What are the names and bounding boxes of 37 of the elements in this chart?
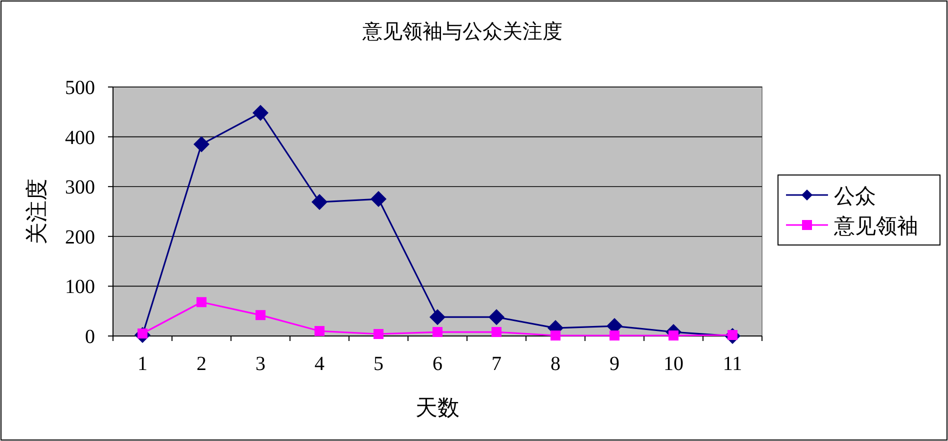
- y-tick-label: 0: [85, 326, 95, 348]
- point: [492, 327, 502, 338]
- point: [432, 327, 442, 338]
- x-tick-label: 3: [256, 353, 266, 375]
- chart-title: 意见领袖与公众关注度: [362, 21, 562, 43]
- legend-label: 公众: [834, 184, 876, 208]
- x-tick-label: 6: [432, 353, 442, 375]
- y-tick-label: 500: [65, 77, 95, 99]
- y-tick-label: 200: [65, 226, 95, 248]
- x-tick-label: 9: [610, 353, 620, 375]
- legend-label: 意见领袖: [833, 214, 918, 238]
- x-axis-title: 天数: [416, 395, 460, 420]
- x-tick-label: 1: [138, 353, 148, 375]
- point: [370, 191, 386, 208]
- point: [252, 104, 268, 121]
- x-tick-label: 4: [314, 353, 324, 375]
- point: [430, 309, 446, 326]
- x-tick-label: 10: [664, 353, 684, 375]
- x-tick-label: 2: [196, 353, 206, 375]
- x-tick-label: 7: [492, 353, 502, 375]
- point: [194, 136, 210, 152]
- y-tick-label: 400: [65, 126, 95, 149]
- x-tick-label: 5: [374, 353, 384, 375]
- point: [196, 297, 206, 308]
- point: [488, 309, 504, 326]
- y-axis-title: 关注度: [24, 178, 49, 244]
- point: [550, 330, 560, 340]
- point: [610, 330, 620, 340]
- point: [314, 326, 324, 336]
- point: [312, 194, 328, 210]
- x-tick-label: 11: [722, 353, 742, 375]
- point: [256, 310, 266, 320]
- y-tick-label: 300: [65, 176, 95, 199]
- point: [374, 329, 384, 340]
- x-tick-label: 8: [550, 353, 560, 375]
- point: [668, 330, 678, 340]
- y-tick-label: 100: [65, 276, 95, 298]
